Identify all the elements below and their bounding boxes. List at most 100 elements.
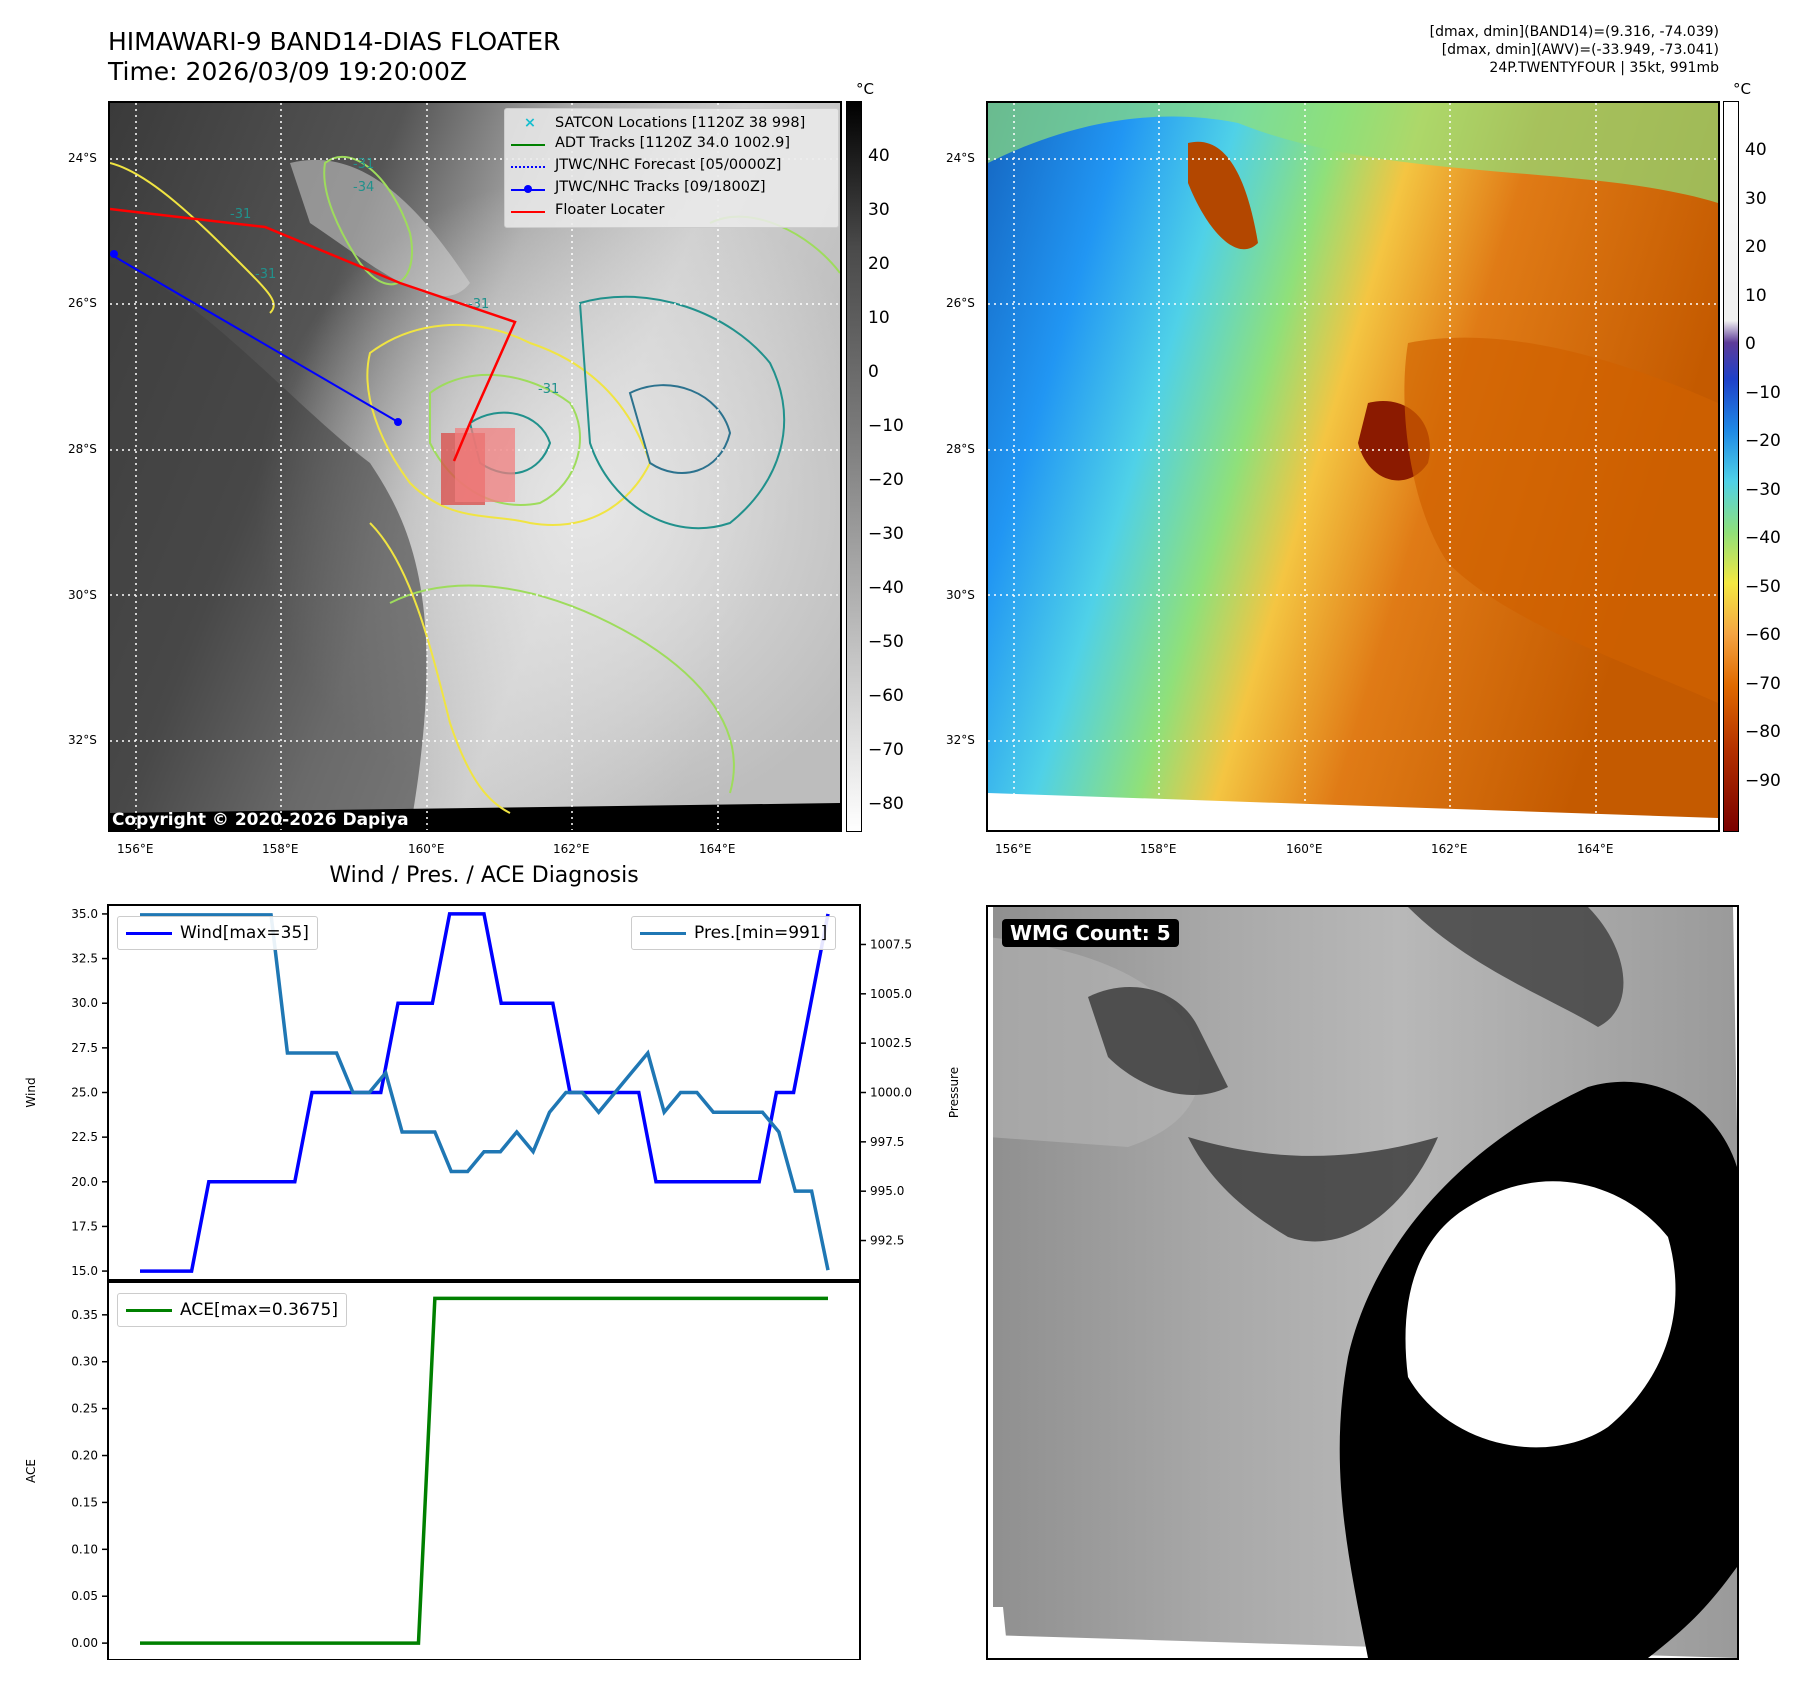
- wmg-count-badge: WMG Count: 5: [1002, 919, 1179, 947]
- contour-label: -31: [230, 207, 251, 222]
- ace-legend: ACE[max=0.3675]: [117, 1293, 347, 1327]
- wind-legend-label: Wind[max=35]: [180, 923, 309, 943]
- legend-label: JTWC/NHC Tracks [09/1800Z]: [555, 179, 766, 195]
- figure-title: HIMAWARI-9 BAND14-DIAS FLOATER: [108, 27, 561, 56]
- pressure-tick-label: 1005.0: [870, 987, 912, 1001]
- info-storm: 24P.TWENTYFOUR | 35kt, 991mb: [1489, 60, 1719, 76]
- jtwc-point-icon: [524, 185, 532, 193]
- ace-tick-label: 0.35: [71, 1308, 98, 1322]
- colorbar-tick-label: −70: [1745, 673, 1781, 694]
- wind-tick-label: 27.5: [71, 1041, 98, 1055]
- colorbar-tick-label: −90: [1745, 770, 1781, 791]
- right-map-image: [988, 103, 1718, 830]
- legend-label: Floater Locater: [555, 202, 665, 218]
- lon-label: 160°E: [1286, 842, 1323, 856]
- colorbar-tick-label: 30: [868, 200, 890, 220]
- pressure-legend: Pres.[min=991]: [631, 916, 837, 950]
- wind-tick-label: 20.0: [71, 1175, 98, 1189]
- floater-line-icon: [511, 211, 545, 213]
- colorbar-tick-label: −70: [868, 740, 904, 760]
- right-map-panel: [986, 101, 1720, 832]
- left-map-legend: × SATCON Locations [1120Z 38 998] ADT Tr…: [504, 108, 839, 228]
- ace-legend-label: ACE[max=0.3675]: [180, 1300, 338, 1320]
- colorbar-tick-label: 30: [1745, 188, 1767, 209]
- ace-series-line: [140, 1296, 828, 1645]
- pressure-tick-label: 992.5: [870, 1234, 904, 1248]
- diagnosis-title: Wind / Pres. / ACE Diagnosis: [329, 863, 639, 888]
- lat-label: 26°S: [68, 296, 97, 310]
- colorbar-tick-label: −30: [868, 524, 904, 544]
- legend-label: ADT Tracks [1120Z 34.0 1002.9]: [555, 135, 791, 151]
- ace-tick-label: 0.05: [71, 1589, 98, 1603]
- ace-chart: 0.00 0.05 0.10 0.15 0.20 0.25 0.30 0.35 ACE: [24, 1281, 861, 1660]
- wmg-image: [988, 907, 1737, 1658]
- colorbar-tick-label: −50: [1745, 576, 1781, 597]
- left-colorbar-unit: °C: [856, 80, 874, 98]
- copyright-text: Copyright © 2020-2026 Dapiya: [112, 810, 409, 830]
- colorbar-tick-label: 40: [868, 146, 890, 166]
- lon-label: 156°E: [995, 842, 1032, 856]
- colorbar-tick-label: 10: [1745, 285, 1767, 306]
- lon-label: 160°E: [408, 842, 445, 856]
- wmg-panel: WMG Count: 5: [986, 905, 1739, 1660]
- lat-label: 24°S: [946, 151, 975, 165]
- colorbar-tick-label: 0: [868, 362, 879, 382]
- colorbar-tick-label: −80: [1745, 722, 1781, 742]
- pressure-tick-label: 1002.5: [870, 1036, 912, 1050]
- pressure-tick-label: 1007.5: [870, 937, 912, 951]
- pressure-tick-label: 1000.0: [870, 1086, 912, 1100]
- ace-tick-label: 0.30: [71, 1355, 98, 1369]
- colorbar-tick-label: 10: [868, 308, 890, 328]
- colorbar-tick-label: −10: [1745, 382, 1781, 403]
- pressure-tick-label: 997.5: [870, 1135, 904, 1149]
- wind-axis-label: Wind: [24, 1077, 38, 1107]
- lon-label: 162°E: [1431, 842, 1468, 856]
- lon-label: 164°E: [1577, 842, 1614, 856]
- floater-locater-track: [110, 207, 517, 462]
- colorbar-tick-label: −20: [868, 470, 904, 490]
- wind-tick-label: 15.0: [71, 1264, 98, 1278]
- forecast-line-icon: [511, 166, 545, 168]
- lat-label: 32°S: [68, 733, 97, 747]
- ace-tick-label: 0.20: [71, 1449, 98, 1463]
- right-colorbar-unit: °C: [1733, 80, 1751, 98]
- colorbar-tick-label: −60: [1745, 625, 1781, 645]
- ace-tick-label: 0.10: [71, 1542, 98, 1556]
- lon-label: 156°E: [117, 842, 154, 856]
- colorbar-tick-label: 0: [1745, 334, 1756, 354]
- wind-line-icon: [126, 931, 172, 935]
- wind-tick-label: 22.5: [71, 1130, 98, 1144]
- wind-tick-label: 30.0: [71, 996, 98, 1010]
- contour-label: -34: [353, 180, 374, 195]
- legend-label: JTWC/NHC Forecast [05/0000Z]: [555, 157, 782, 173]
- right-colorbar: [1723, 101, 1739, 832]
- left-colorbar: [846, 101, 862, 832]
- jtwc-track-point: [394, 418, 402, 426]
- wind-tick-label: 32.5: [71, 952, 98, 966]
- pressure-legend-label: Pres.[min=991]: [694, 923, 828, 943]
- lon-label: 158°E: [1140, 842, 1177, 856]
- colorbar-tick-label: −30: [1745, 479, 1781, 500]
- floater-box: [455, 428, 515, 502]
- colorbar-tick-label: −20: [1745, 431, 1781, 451]
- ace-line-icon: [126, 1308, 172, 1312]
- wind-tick-label: 25.0: [71, 1086, 98, 1100]
- contour-label: -31: [538, 382, 559, 397]
- colorbar-tick-label: 40: [1745, 140, 1767, 160]
- right-map-gridlines: [988, 103, 1718, 830]
- jtwc-track-point: [110, 250, 118, 258]
- pressure-axis-label: Pressure: [947, 1067, 961, 1118]
- contour-label: -31: [353, 157, 374, 172]
- adt-line-icon: [511, 144, 545, 146]
- colorbar-tick-label: 20: [868, 254, 890, 274]
- legend-label: SATCON Locations [1120Z 38 998]: [555, 115, 806, 131]
- pressure-tick-label: 995.0: [870, 1184, 904, 1198]
- figure-time: Time: 2026/03/09 19:20:00Z: [108, 57, 467, 86]
- colorbar-tick-label: −40: [1745, 528, 1781, 548]
- info-block: [dmax, dmin](BAND14)=(9.316, -74.039) [d…: [1430, 23, 1719, 77]
- wind-tick-label: 35.0: [71, 907, 98, 921]
- pressure-line-icon: [640, 931, 686, 935]
- lon-label: 162°E: [553, 842, 590, 856]
- ace-tick-label: 0.25: [71, 1402, 98, 1416]
- lat-label: 26°S: [946, 296, 975, 310]
